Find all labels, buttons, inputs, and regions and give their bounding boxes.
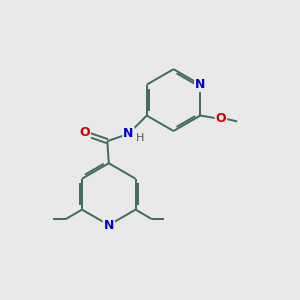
Text: N: N [103, 219, 114, 232]
Text: O: O [216, 112, 226, 125]
Text: O: O [79, 126, 90, 139]
Text: H: H [136, 133, 144, 143]
Text: N: N [123, 127, 134, 140]
Text: N: N [195, 78, 206, 91]
